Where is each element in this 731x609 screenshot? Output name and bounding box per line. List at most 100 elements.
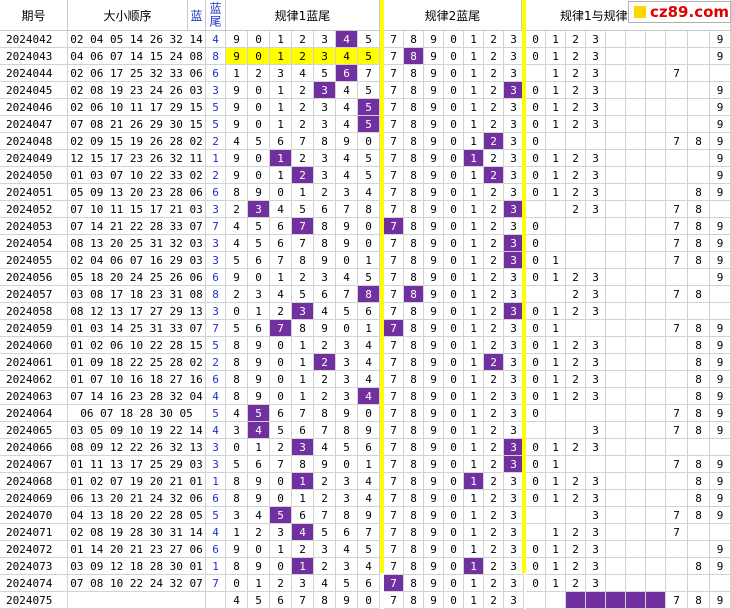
period-cell: 2024048 xyxy=(0,133,68,150)
period-cell: 2024057 xyxy=(0,286,68,303)
rule-cross-cell: 1 xyxy=(546,65,566,82)
rule-cross-cell: 2 xyxy=(566,65,586,82)
draw-numbers-cell: 12 15 17 23 26 32 11 xyxy=(68,150,206,167)
rule-cross-cell xyxy=(646,99,666,116)
rule-cross-cell xyxy=(586,235,606,252)
rule2-cell: 1 xyxy=(464,167,484,184)
rule2-cell: 8 xyxy=(404,31,424,48)
rule2-cell: 9 xyxy=(424,558,444,575)
rule1-cell: 7 xyxy=(292,218,314,235)
rule1-cell: 2 xyxy=(248,65,270,82)
rule-cross-cell xyxy=(646,507,666,524)
blue-tail-cell: 8 xyxy=(206,286,226,303)
rule-cross-cell xyxy=(586,592,606,609)
rule-cross-cell xyxy=(646,65,666,82)
header-period: 期号 xyxy=(0,0,68,31)
rule-cross-cell xyxy=(626,269,646,286)
rule-cross-cell xyxy=(646,371,666,388)
rule1-cell: 9 xyxy=(226,269,248,286)
rule2-cell: 3 xyxy=(504,507,524,524)
rule-cross-cell: 3 xyxy=(586,490,606,507)
rule-cross-cell xyxy=(646,541,666,558)
rule2-cell: 2 xyxy=(484,456,504,473)
rule-cross-cell xyxy=(646,439,666,456)
rule2-cell: 2 xyxy=(484,235,504,252)
rule1-cell: 2 xyxy=(292,82,314,99)
rule-cross-cell: 2 xyxy=(566,524,586,541)
draw-numbers-cell: 08 13 20 25 31 32 03 xyxy=(68,235,206,252)
rule1-cell: 4 xyxy=(336,541,358,558)
rule-cross-cell xyxy=(526,422,546,439)
rule-cross-cell xyxy=(606,48,626,65)
rule-cross-cell xyxy=(626,490,646,507)
rule1-cell: 1 xyxy=(292,473,314,490)
rule1-cell: 4 xyxy=(226,405,248,422)
blue-tail-cell: 4 xyxy=(206,31,226,48)
rule1-cell: 4 xyxy=(358,337,380,354)
rule2-cell: 0 xyxy=(444,320,464,337)
rule2-cell: 9 xyxy=(424,354,444,371)
rule1-cell: 5 xyxy=(336,303,358,320)
rule1-cell: 0 xyxy=(336,456,358,473)
rule1-cell: 0 xyxy=(270,184,292,201)
rule2-cell: 2 xyxy=(484,201,504,218)
rule1-cell: 8 xyxy=(292,320,314,337)
rule-cross-cell: 3 xyxy=(586,422,606,439)
rule1-cell: 1 xyxy=(292,371,314,388)
blue-tail-cell: 8 xyxy=(206,48,226,65)
rule-cross-cell xyxy=(626,558,646,575)
rule2-cell: 0 xyxy=(444,337,464,354)
rule2-cell: 3 xyxy=(504,320,524,337)
rule1-cell: 3 xyxy=(226,507,248,524)
rule2-cell: 7 xyxy=(384,456,404,473)
rule-cross-cell xyxy=(710,303,731,320)
rule-cross-cell: 0 xyxy=(526,218,546,235)
rule-cross-cell xyxy=(646,575,666,592)
rule-cross-cell: 0 xyxy=(526,354,546,371)
rule2-cell: 9 xyxy=(424,133,444,150)
rule-cross-cell xyxy=(626,116,646,133)
draw-numbers-cell: 01 14 20 21 23 27 06 xyxy=(68,541,206,558)
rule1-cell: 7 xyxy=(270,456,292,473)
rule-cross-cell xyxy=(646,558,666,575)
rule-cross-cell xyxy=(688,116,710,133)
rule1-cell: 2 xyxy=(314,473,336,490)
rule-cross-cell xyxy=(626,31,646,48)
rule1-cell: 5 xyxy=(248,592,270,609)
rule-cross-cell: 9 xyxy=(710,320,731,337)
rule-cross-cell: 2 xyxy=(566,388,586,405)
rule1-cell: 8 xyxy=(226,388,248,405)
rule1-cell: 5 xyxy=(248,405,270,422)
rule2-cell: 9 xyxy=(424,524,444,541)
rule1-cell: 0 xyxy=(270,354,292,371)
rule2-cell: 9 xyxy=(424,201,444,218)
rule-cross-cell: 8 xyxy=(688,592,710,609)
rule1-cell: 9 xyxy=(226,150,248,167)
rule1-cell: 9 xyxy=(314,252,336,269)
rule-cross-cell xyxy=(666,116,688,133)
rule2-cell: 8 xyxy=(404,201,424,218)
draw-numbers-cell: 02 09 15 19 26 28 02 xyxy=(68,133,206,150)
rule-cross-cell: 9 xyxy=(710,354,731,371)
rule-cross-cell xyxy=(606,558,626,575)
rule-cross-cell: 3 xyxy=(586,286,606,303)
rule-cross-cell: 3 xyxy=(586,201,606,218)
rule-cross-cell xyxy=(566,218,586,235)
rule-cross-cell xyxy=(626,388,646,405)
rule2-cell: 1 xyxy=(464,286,484,303)
rule1-cell: 3 xyxy=(248,201,270,218)
rule2-cell: 0 xyxy=(444,558,464,575)
rule-cross-cell: 1 xyxy=(546,150,566,167)
rule-cross-cell xyxy=(606,575,626,592)
rule2-cell: 3 xyxy=(504,99,524,116)
rule-cross-cell: 8 xyxy=(688,320,710,337)
rule2-cell: 1 xyxy=(464,388,484,405)
rule1-cell: 4 xyxy=(358,490,380,507)
rule1-cell: 9 xyxy=(226,31,248,48)
rule1-cell: 8 xyxy=(314,235,336,252)
rule2-cell: 3 xyxy=(504,439,524,456)
rule1-cell: 5 xyxy=(226,456,248,473)
rule1-cell: 6 xyxy=(248,252,270,269)
rule-cross-cell: 7 xyxy=(666,422,688,439)
rule-cross-cell xyxy=(606,201,626,218)
